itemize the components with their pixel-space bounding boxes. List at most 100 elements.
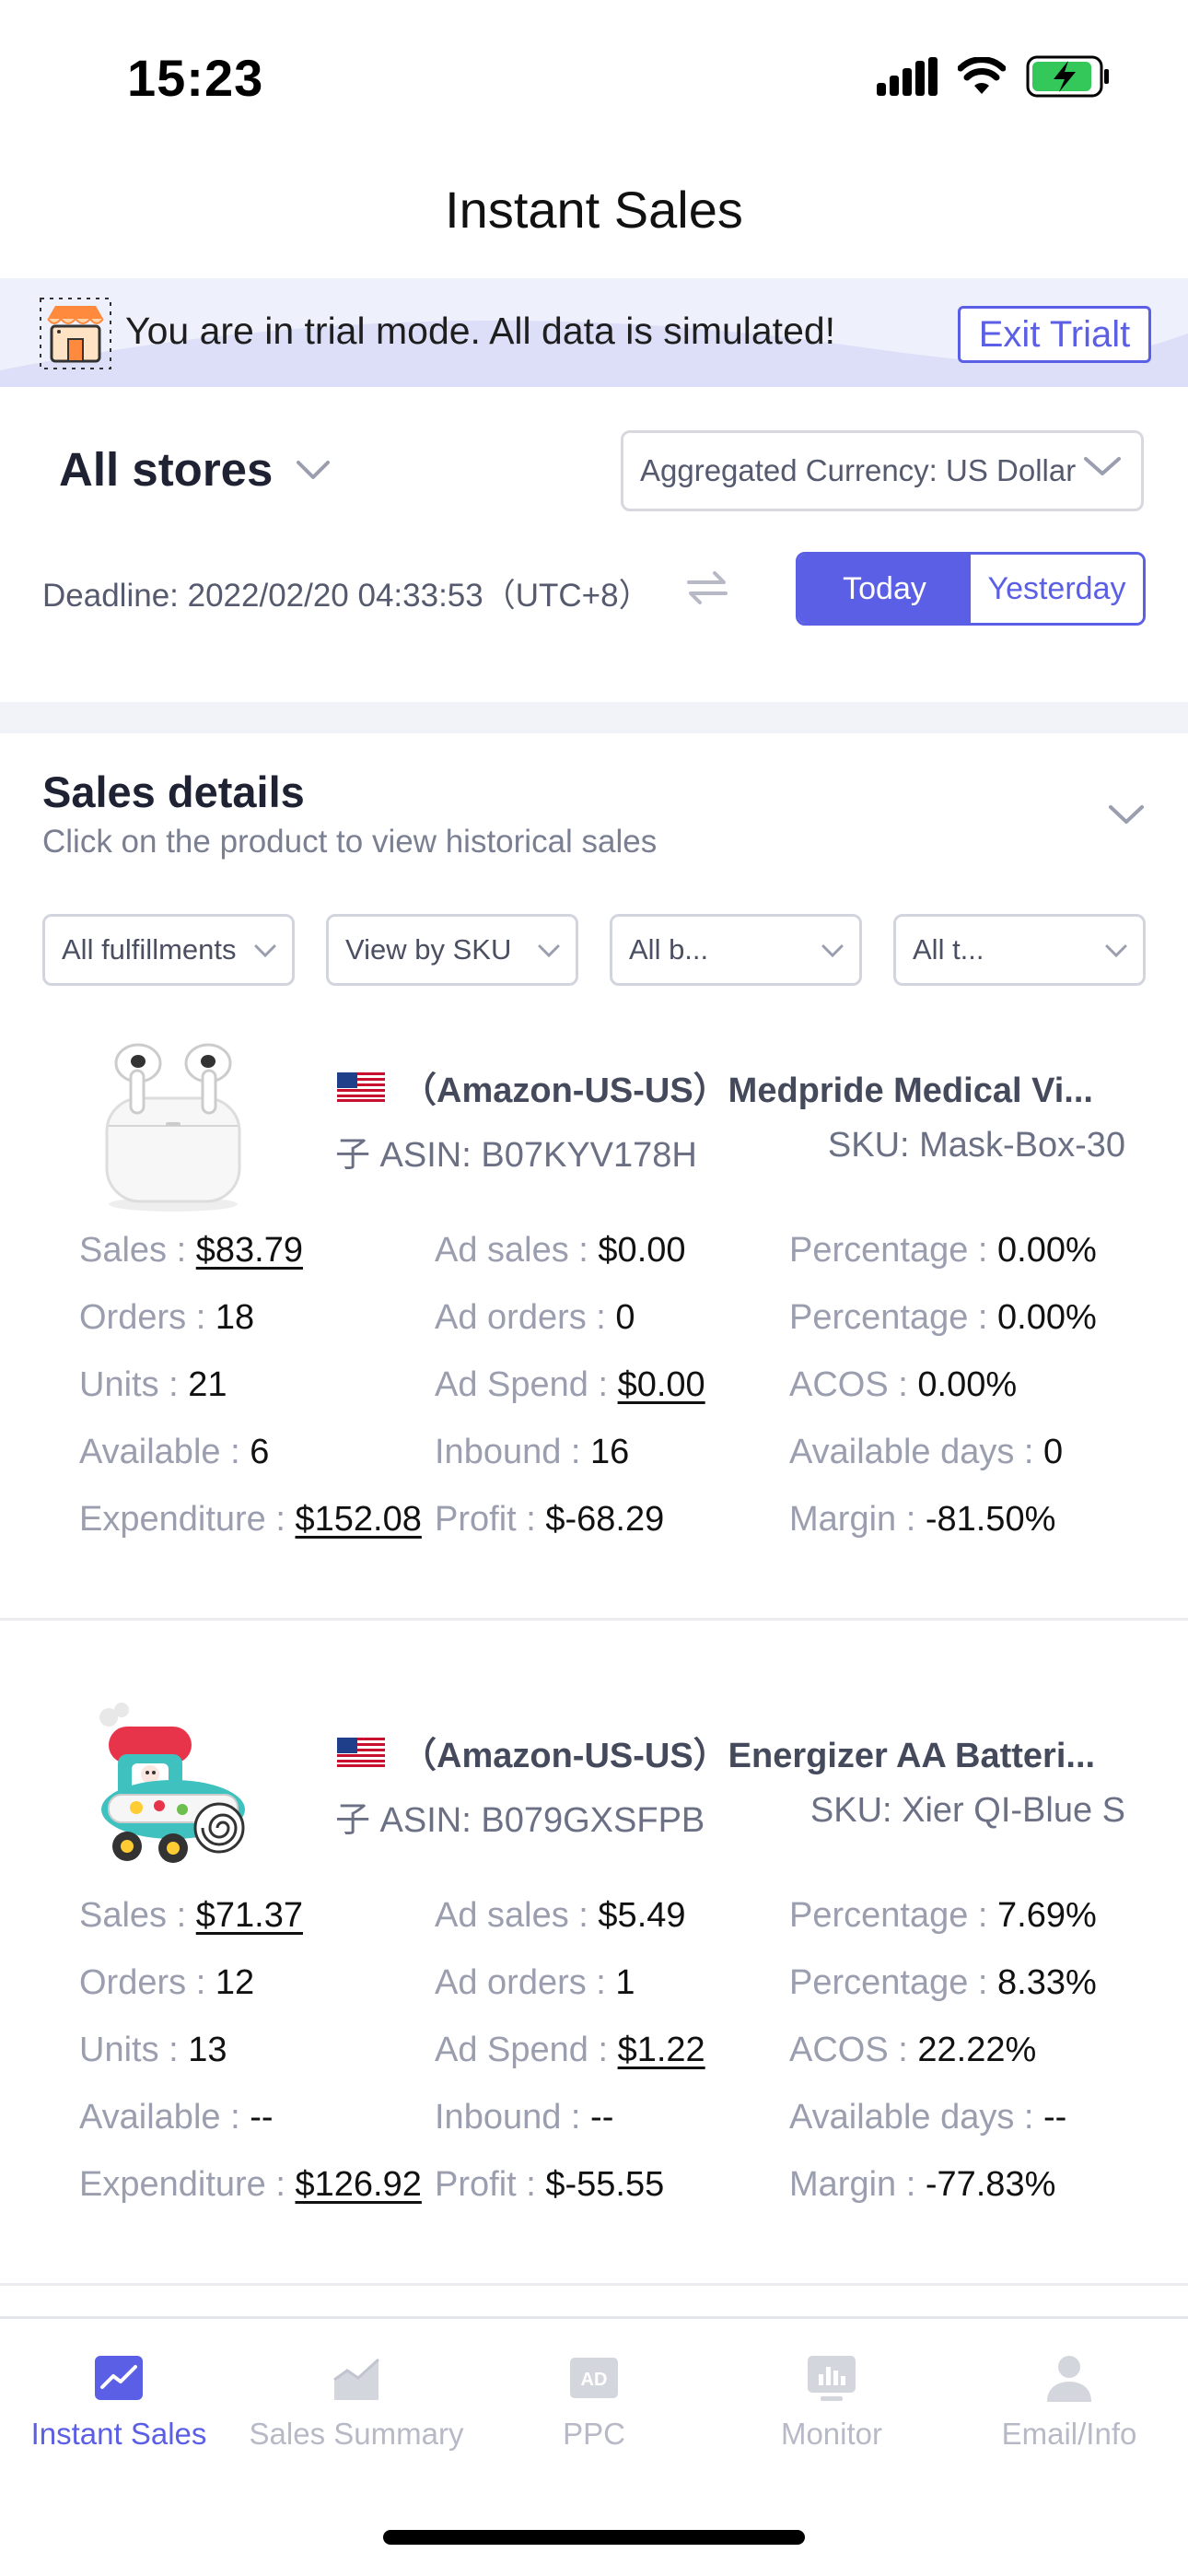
product-asin: 子 ASIN: B07KYV178H [335, 1136, 697, 1175]
fulfillment-filter[interactable]: All fulfillments [42, 914, 295, 986]
today-button[interactable]: Today [798, 555, 971, 623]
metric-ad-orders: Ad orders : 1 [435, 1963, 635, 2003]
chevron-down-icon [821, 944, 844, 958]
status-bar: 15:23 [0, 0, 1188, 147]
metric-label: Ad Spend : [435, 2031, 618, 2069]
product-card[interactable]: （Amazon-US-US）Energizer AA Batteri... 子 … [0, 1699, 1188, 2362]
tab-ppc[interactable]: AD PPC [475, 2352, 713, 2452]
brand-filter[interactable]: All b... [610, 914, 862, 986]
metric-value: $5.49 [598, 1896, 686, 1935]
metric-value: $0.00 [598, 1231, 686, 1270]
metric-profit: Profit : $-68.29 [435, 1500, 664, 1540]
metric-value[interactable]: $126.92 [295, 2165, 422, 2204]
banner-wave-decoration [0, 321, 1188, 387]
metric-label: Available : [79, 1433, 250, 1471]
metric-label: Percentage : [789, 1298, 998, 1337]
chevron-down-icon [1084, 457, 1121, 475]
metric-label: Available days : [789, 1433, 1044, 1471]
view-by-filter[interactable]: View by SKU [326, 914, 578, 986]
metric-label: ACOS : [789, 2031, 918, 2069]
metric-value: 12 [215, 1963, 255, 2002]
metric-label: Inbound : [435, 1433, 591, 1471]
metric-label: Expenditure : [79, 1500, 296, 1539]
metric-value[interactable]: $1.22 [617, 2031, 705, 2069]
exit-trial-button[interactable]: Exit Trialt [958, 306, 1151, 363]
type-filter[interactable]: All t... [893, 914, 1146, 986]
metric-value[interactable]: $71.37 [195, 1896, 303, 1935]
tab-label: Monitor [780, 2417, 883, 2451]
deadline-text: Deadline: 2022/02/20 04:33:53（UTC+8） [42, 578, 651, 614]
metric-value: 8.33% [997, 1963, 1097, 2002]
monitor-icon [808, 2356, 856, 2401]
tab-instant-sales[interactable]: Instant Sales [0, 2352, 238, 2452]
metric-label: ACOS : [789, 1365, 918, 1404]
metric-acos: ACOS : 22.22% [789, 2031, 1036, 2070]
metric-label: Margin : [789, 2165, 926, 2204]
card-divider [0, 2283, 1188, 2286]
metric-inbound: Inbound : -- [435, 2098, 613, 2137]
metric-inbound: Inbound : 16 [435, 1433, 629, 1472]
swap-icon[interactable] [685, 569, 729, 606]
metric-value[interactable]: $83.79 [195, 1231, 303, 1270]
chevron-down-icon [297, 460, 331, 479]
metric-available: Available : -- [79, 2098, 274, 2137]
metric-label: Orders : [79, 1963, 215, 2002]
day-toggle: Today Yesterday [796, 552, 1146, 626]
metric-label: Orders : [79, 1298, 215, 1337]
metric-value: 0.00% [997, 1298, 1097, 1337]
product-sku: SKU: Xier QI-Blue S [809, 1791, 1125, 1830]
page-title: Instant Sales [445, 181, 743, 239]
store-dropdown[interactable]: All stores [59, 442, 332, 497]
metric-value: 7.69% [997, 1896, 1097, 1935]
tab-label: PPC [563, 2417, 625, 2451]
metric-value: $-55.55 [545, 2165, 665, 2204]
currency-label: Aggregated Currency: US Dollar [640, 453, 1077, 487]
tab-sales-summary[interactable]: Sales Summary [238, 2352, 475, 2452]
svg-text:AD: AD [581, 2370, 608, 2390]
us-flag-icon [337, 1738, 385, 1767]
cellular-signal-icon [877, 57, 938, 96]
metric-value[interactable]: $0.00 [617, 1365, 705, 1404]
metric-label: Expenditure : [79, 2165, 296, 2204]
metric-ad-spend: Ad Spend : $1.22 [435, 2031, 705, 2070]
metric-label: Inbound : [435, 2098, 591, 2137]
metric-label: Ad sales : [435, 1896, 599, 1935]
sales-details-title: Sales details [42, 767, 305, 816]
metric-label: Profit : [435, 1500, 546, 1539]
tab-monitor[interactable]: Monitor [713, 2352, 950, 2452]
status-icons [877, 55, 1111, 98]
chevron-down-icon [538, 944, 560, 958]
product-card[interactable]: （Amazon-US-US）Medpride Medical Vi... 子 A… [0, 1034, 1188, 1697]
area-chart-icon [333, 2358, 380, 2400]
metric-ad-orders: Ad orders : 0 [435, 1298, 635, 1338]
product-image-earbuds [105, 1043, 241, 1212]
yesterday-button[interactable]: Yesterday [971, 555, 1143, 623]
metric-value: 1 [615, 1963, 635, 2002]
metric-ad-sales: Ad sales : $0.00 [435, 1231, 686, 1270]
metric-value: 13 [188, 2031, 227, 2069]
chevron-down-icon [1105, 944, 1127, 958]
ad-icon: AD [570, 2358, 618, 2398]
metric-label: Percentage : [789, 1231, 998, 1270]
trial-message: You are in trial mode. All data is simul… [125, 310, 836, 352]
metric-label: Ad sales : [435, 1231, 599, 1270]
metric-available: Available : 6 [79, 1433, 269, 1472]
filter-label: View by SKU [345, 933, 512, 966]
metric-label: Units : [79, 2031, 189, 2069]
currency-dropdown[interactable]: Aggregated Currency: US Dollar [621, 430, 1144, 511]
metric-units: Units : 21 [79, 1365, 227, 1405]
chevron-down-icon[interactable] [1107, 802, 1146, 827]
filter-label: All t... [913, 933, 984, 966]
user-icon [1047, 2356, 1091, 2402]
metric-sales: Sales : $71.37 [79, 1896, 303, 1936]
metric-ad-sales: Ad sales : $5.49 [435, 1896, 686, 1936]
tab-email-info[interactable]: Email/Info [950, 2352, 1188, 2452]
metric-value: 0.00% [997, 1231, 1097, 1270]
metric-expenditure: Expenditure : $152.08 [79, 1500, 422, 1540]
metric-expenditure: Expenditure : $126.92 [79, 2165, 422, 2205]
product-asin: 子 ASIN: B079GXSFPB [335, 1801, 705, 1840]
metric-value[interactable]: $152.08 [295, 1500, 422, 1539]
metric-value: 22.22% [917, 2031, 1037, 2069]
metric-units: Units : 13 [79, 2031, 227, 2070]
metric-margin: Margin : -81.50% [789, 1500, 1055, 1540]
